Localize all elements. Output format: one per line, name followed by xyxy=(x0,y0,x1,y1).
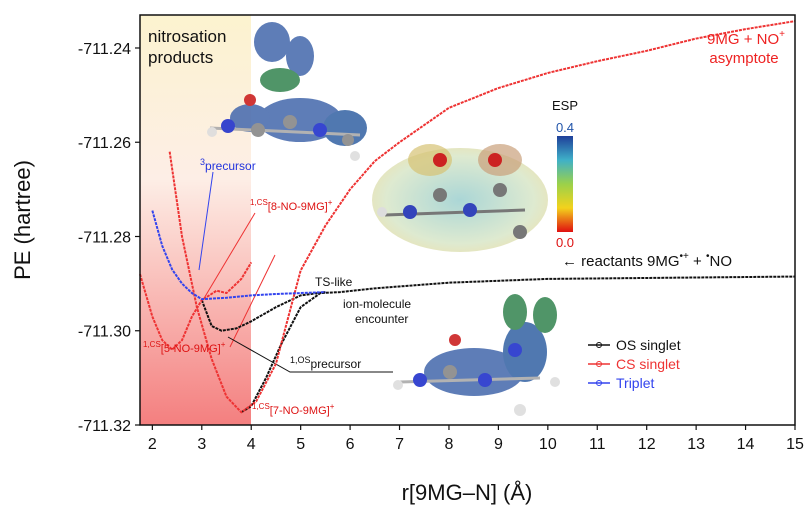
colorbar xyxy=(557,136,573,232)
chart: nitrosation products 9MG + NO+ asymptote… xyxy=(0,0,807,510)
legend-label: Triplet xyxy=(616,375,654,391)
x-tick-label: 13 xyxy=(687,436,705,453)
molecule-esp xyxy=(372,144,548,252)
molecule-bottom xyxy=(393,294,560,416)
annotation: encounter xyxy=(355,312,408,326)
annotation: products xyxy=(148,48,213,67)
annotation: 1,CS[7-NO-9MG]+ xyxy=(252,402,335,417)
annotation: nitrosation xyxy=(148,27,226,46)
annotation-sup: •+ xyxy=(680,251,690,262)
annotation-sup: 1,CS xyxy=(143,340,161,349)
x-axis-label: r[9MG–N] (Å) xyxy=(402,480,533,505)
x-tick-label: 15 xyxy=(786,436,804,453)
x-tick-label: 2 xyxy=(148,436,157,453)
x-tick-label: 14 xyxy=(737,436,755,453)
annotation-sup: 1,CS xyxy=(252,402,270,411)
legend: OS singlet CS singlet Triplet xyxy=(588,337,681,391)
annotation: ion-molecule xyxy=(343,297,411,311)
y-tick-label: -711.24 xyxy=(78,41,131,58)
x-tick-label: 12 xyxy=(638,436,656,453)
y-tick-label: -711.30 xyxy=(78,324,131,341)
region-shade xyxy=(140,15,251,425)
annotation-part: ← reactants 9MG xyxy=(562,253,680,270)
colorbar-tick-label: 0.4 xyxy=(556,120,574,135)
y-tick-label: -711.28 xyxy=(78,229,131,246)
annotation-sup: + xyxy=(330,402,335,411)
annotation-part: [5-NO-9MG] xyxy=(161,343,221,355)
x-tick-label: 5 xyxy=(296,436,305,453)
annotation: ← reactants 9MG•+ + •NO xyxy=(562,251,732,270)
annotation: 3precursor xyxy=(200,157,256,173)
annotation-part: [8-NO-9MG] xyxy=(268,201,328,213)
annotation-part: precursor xyxy=(311,357,362,371)
legend-label: CS singlet xyxy=(616,356,680,372)
x-tick-label: 6 xyxy=(346,436,355,453)
annotation: 9MG + NO+ xyxy=(707,29,785,48)
x-tick-label: 9 xyxy=(494,436,503,453)
colorbar-title: ESP xyxy=(552,98,578,113)
y-axis-label: PE (hartree) xyxy=(10,160,35,280)
annotation: TS-like xyxy=(315,275,353,289)
annotation: 1,CS[8-NO-9MG]+ xyxy=(250,198,333,213)
annotation-sup: + xyxy=(779,29,785,40)
legend-label: OS singlet xyxy=(616,337,681,353)
annotation-sup: 1,CS xyxy=(250,198,268,207)
annotation: asymptote xyxy=(709,50,778,67)
annotation-part: [7-NO-9MG] xyxy=(270,405,330,417)
x-tick-label: 4 xyxy=(247,436,256,453)
annotation-sup: 1,OS xyxy=(290,355,311,365)
x-tick-label: 7 xyxy=(395,436,404,453)
x-tick-label: 10 xyxy=(539,436,557,453)
annotation: 1,OSprecursor xyxy=(290,355,361,371)
x-tick-label: 11 xyxy=(589,436,606,453)
x-tick-label: 8 xyxy=(445,436,454,453)
annotation-sup: + xyxy=(221,340,226,349)
annotation-part: + xyxy=(689,253,706,270)
annotation-part: 9MG + NO xyxy=(707,31,779,48)
annotation-sup: + xyxy=(328,198,333,207)
annotation-part: precursor xyxy=(205,159,256,173)
colorbar-tick-label: 0.0 xyxy=(556,235,574,250)
y-tick-label: -711.32 xyxy=(78,418,131,435)
y-tick-label: -711.26 xyxy=(78,135,131,152)
annotation-part: NO xyxy=(710,253,733,270)
x-tick-label: 3 xyxy=(197,436,206,453)
